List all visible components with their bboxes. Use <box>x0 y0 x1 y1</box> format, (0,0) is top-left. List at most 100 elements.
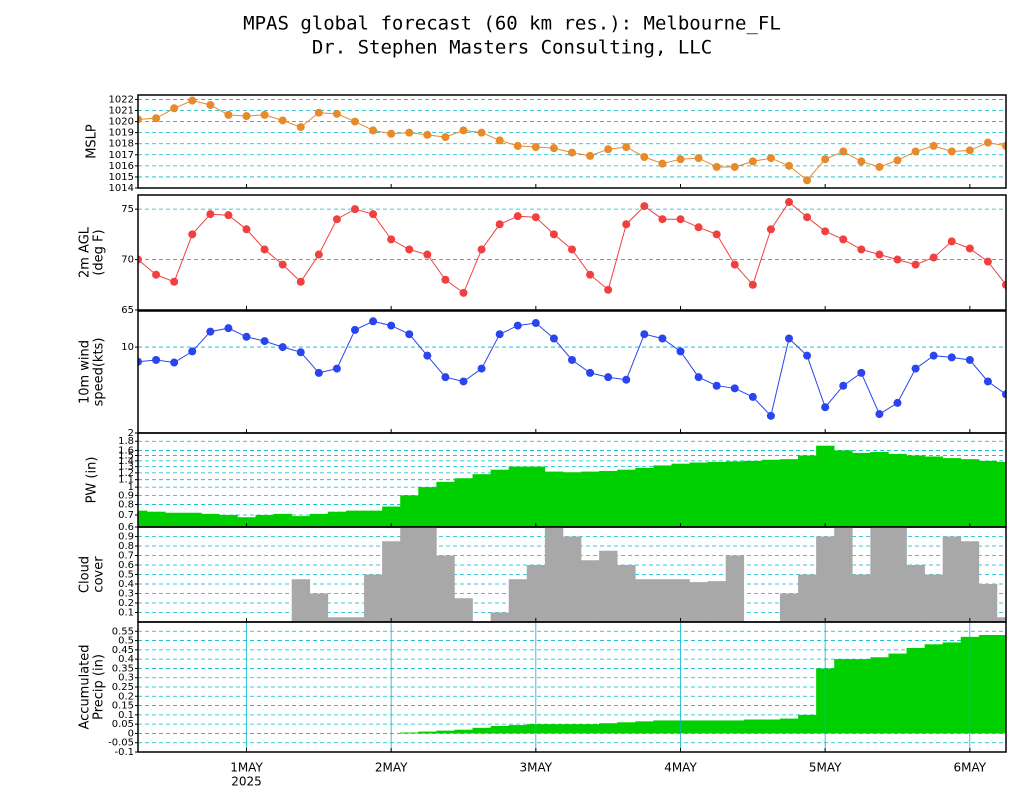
bar <box>219 514 238 527</box>
bar <box>635 579 654 622</box>
point <box>405 128 414 137</box>
y-tick-label: 1019 <box>109 128 134 139</box>
y-tick-label: -0.1 <box>114 747 134 758</box>
bar <box>345 510 365 527</box>
bar <box>924 574 944 622</box>
point <box>676 155 685 164</box>
point <box>947 353 956 362</box>
point <box>513 321 522 330</box>
y-tick-label: 0.3 <box>118 589 134 600</box>
point <box>224 211 233 220</box>
y-tick-label: 0.25 <box>112 682 134 693</box>
y-tick-label: 1022 <box>109 94 134 105</box>
point <box>242 225 251 234</box>
point <box>477 364 486 373</box>
bar <box>906 565 925 622</box>
bar <box>400 527 419 622</box>
point <box>260 110 269 119</box>
point <box>694 373 703 382</box>
y-tick-label: 0.55 <box>112 626 134 637</box>
bar <box>834 659 853 734</box>
point <box>911 364 920 373</box>
bar <box>382 506 401 527</box>
bar <box>147 511 166 527</box>
y-tick-label: 0.8 <box>118 500 134 511</box>
panel-frame <box>137 94 1007 189</box>
y-tick-label: 1015 <box>109 172 134 183</box>
y-axis-label: Cloud <box>78 556 93 593</box>
point <box>694 223 703 232</box>
point <box>531 143 540 152</box>
y-tick-label: 0.3 <box>118 673 134 684</box>
bar <box>454 478 473 527</box>
point <box>875 250 884 259</box>
bar <box>526 466 546 527</box>
point <box>730 162 739 171</box>
point <box>640 153 649 161</box>
y-tick-label: 0.35 <box>112 663 134 674</box>
point <box>604 373 613 382</box>
point <box>568 355 576 364</box>
bar <box>870 451 889 527</box>
point <box>260 337 269 346</box>
point <box>911 147 920 156</box>
point <box>766 154 775 163</box>
bar <box>816 445 835 527</box>
bar <box>599 723 618 734</box>
bar <box>472 474 491 527</box>
bar <box>978 635 998 734</box>
point <box>1002 141 1006 150</box>
point <box>405 330 414 339</box>
point <box>803 176 812 185</box>
point <box>1002 280 1006 289</box>
point <box>351 325 359 334</box>
point <box>821 403 830 412</box>
point <box>712 162 721 171</box>
point <box>586 151 595 160</box>
point <box>785 334 793 343</box>
y-axis-label: Accumulated <box>78 644 93 729</box>
y-tick-label: 1.6 <box>118 445 134 456</box>
bar <box>418 487 437 527</box>
point <box>260 245 269 254</box>
point <box>477 245 486 254</box>
bar <box>870 657 889 734</box>
bar <box>490 469 510 527</box>
bar <box>309 513 329 527</box>
point <box>495 136 504 145</box>
point <box>369 126 378 135</box>
panel-frame <box>137 621 1007 753</box>
point <box>495 330 504 339</box>
y-tick-label: 1014 <box>109 183 134 194</box>
y-axis-label: (deg F) <box>92 229 107 275</box>
point <box>152 355 161 364</box>
y-tick-label: 0.5 <box>118 636 134 647</box>
bar <box>689 582 708 622</box>
point <box>387 235 396 244</box>
point <box>242 332 251 341</box>
bar <box>779 459 799 527</box>
bar <box>707 720 727 734</box>
x-tick-label: 1MAY <box>230 761 263 775</box>
y-tick-label: 1017 <box>109 150 134 161</box>
point <box>947 147 956 156</box>
y-tick-label: 0.5 <box>118 570 134 581</box>
point <box>622 375 631 384</box>
point <box>152 270 161 279</box>
y-tick-label: 0.4 <box>118 654 134 665</box>
bar <box>454 598 473 622</box>
point <box>983 257 992 266</box>
panel <box>138 198 1006 310</box>
bar <box>725 720 745 734</box>
bar <box>490 612 510 622</box>
y-axis-label: 10m wind <box>78 340 93 404</box>
bar <box>798 574 817 622</box>
y-tick-label: -0.05 <box>108 738 134 749</box>
bar <box>201 513 220 527</box>
y-tick-label: 65 <box>121 305 134 316</box>
bar <box>472 727 491 734</box>
y-tick-label: 0.2 <box>118 598 134 609</box>
point <box>423 130 432 139</box>
y-tick-label: 0.7 <box>118 551 134 562</box>
